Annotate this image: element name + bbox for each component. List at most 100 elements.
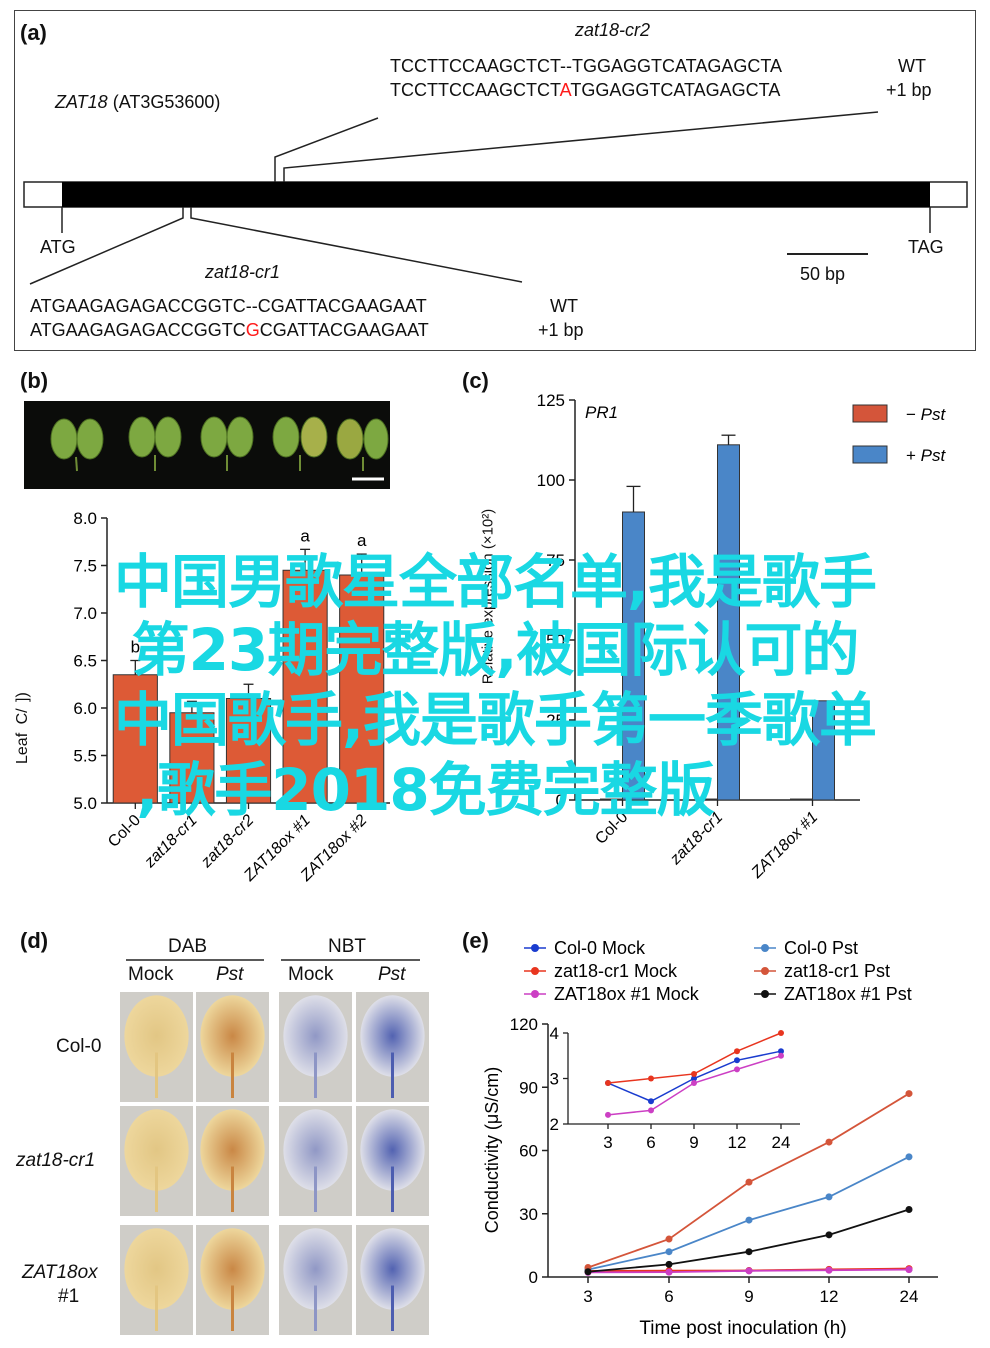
inset-series-point [648,1098,654,1105]
inset-y-tick-label: 4 [550,1024,559,1043]
panel-d-header-lines [126,959,420,961]
leaf-svg [283,1228,348,1331]
cr2-title: zat18-cr2 [575,20,651,40]
series-point [905,1090,913,1098]
series-point [745,1178,753,1186]
y-tick-label: 7.5 [73,557,97,576]
panel-b-label: (b) [20,368,49,393]
bar-ZAT18ox #1 [282,569,328,804]
x-tick-label: 3 [583,1287,592,1306]
legend-label: Col-0 Pst [784,938,858,958]
legend-marker [761,967,769,975]
leaf-image-cr1-nbt-mock [279,1106,352,1216]
leaf-blade [200,1109,265,1191]
y-tick-label: 60 [519,1142,538,1161]
legend-label: Col-0 Mock [554,938,646,958]
inset-x-tick-label: 12 [728,1133,747,1152]
x-axis-title: Time post inoculation (h) [639,1318,846,1339]
series-point [665,1248,673,1256]
leaf-blade [283,995,348,1077]
x-tick-label: 6 [664,1287,673,1306]
legend-marker [531,967,539,975]
series-point [905,1153,913,1161]
y-tick-label: 6.0 [73,699,97,718]
legend-swatch-plus [852,445,888,464]
row-label-ox-b: #1 [58,1286,80,1307]
gene-name: ZAT18 (AT3G53600) [55,92,221,112]
leaf-blade [200,1228,265,1310]
y-tick-label: 30 [519,1205,538,1224]
panel-d-label: (d) [20,928,49,953]
leaf-blade [200,995,265,1077]
y-tick-label: 75 [546,551,565,570]
leaf-image-cr1-dab-mock [120,1106,193,1216]
legend-label: zat18-cr1 Pst [784,961,890,981]
seedling-photo [24,401,390,489]
significance-letter: b [131,638,140,657]
leaf-svg [360,1109,425,1212]
series-point [905,1266,913,1274]
overlay-line-4: ,歌手2018免费完整版 [136,756,714,824]
series-point [825,1266,833,1274]
leaf-svg [200,995,265,1098]
legend-marker [531,944,539,952]
cr2-wt-tag: WT [898,56,926,76]
y-axis-title: Conductivity (μS/cm) [482,1067,502,1233]
row-label-col0: Col-0 [56,1036,102,1057]
bar-ZAT18ox #1-1 [812,700,835,801]
y-tick-label: 120 [510,1015,538,1034]
leaf-image-ox1-dab-mock [120,1225,193,1335]
start-codon-label: ATG [40,237,76,257]
legend-label: ZAT18ox #1 Pst [784,984,912,1004]
x-tick-label: 12 [820,1287,839,1306]
leaf-blade [124,995,189,1077]
series-point [905,1206,913,1214]
inset-x-tick-label: 3 [603,1133,612,1152]
inset-x-tick-label: 24 [772,1133,791,1152]
inset-series-point [734,1066,740,1073]
panel-c-label: (c) [462,368,489,393]
series-point [665,1268,673,1276]
cr2-mut-tag: +1 bp [886,80,932,100]
stop-codon-label: TAG [908,237,944,257]
inset-series-point [648,1107,654,1114]
y-tick-label: 0 [556,791,565,810]
legend-label: ZAT18ox #1 Mock [554,984,700,1004]
y-tick-label: 100 [537,471,565,490]
inset-series-point [778,1052,784,1059]
inset-series-point [605,1111,611,1118]
column-dab-mock: Mock [128,964,174,985]
cr2-insertion: A [559,80,571,100]
leaf-svg [124,1109,189,1212]
inset-series-point [691,1080,697,1087]
legend-marker [761,944,769,952]
group-dab: DAB [168,936,208,957]
series-point [745,1248,753,1256]
bar-zat18-cr1 [169,712,215,804]
leaf-image-col0-dab-mock [120,992,193,1102]
y-tick-label: 25 [546,711,565,730]
bar-zat18-cr2 [225,698,272,804]
leaf-image-col0-nbt-mock [279,992,352,1102]
y-tick-label: 50 [546,631,565,650]
series-point [825,1138,833,1146]
leaf-blade [283,1109,348,1191]
y-tick-label: 0 [529,1268,538,1287]
leaf-svg [124,995,189,1098]
leaf-image-ox1-nbt-mock [279,1225,352,1335]
legend-marker [531,990,539,998]
gene-diagram [23,111,968,285]
panel-a-label: (a) [20,20,47,45]
group-nbt: NBT [328,936,366,957]
overlay-line-2: 第23期完整版,被国际认可的 [131,616,860,684]
series-point [584,1268,592,1276]
x-tick-label: 24 [900,1287,919,1306]
leaf-svg [283,995,348,1098]
cr1-mut-sequence: ATGAAGAGAGACCGGTCGCGATTACGAAGAAT [30,320,429,340]
y-tick-label: 90 [519,1078,538,1097]
column-nbt-pst: Pst [378,964,406,985]
leaf-svg [360,995,425,1098]
leaf-blade [124,1228,189,1310]
leaf-blade [360,995,425,1077]
